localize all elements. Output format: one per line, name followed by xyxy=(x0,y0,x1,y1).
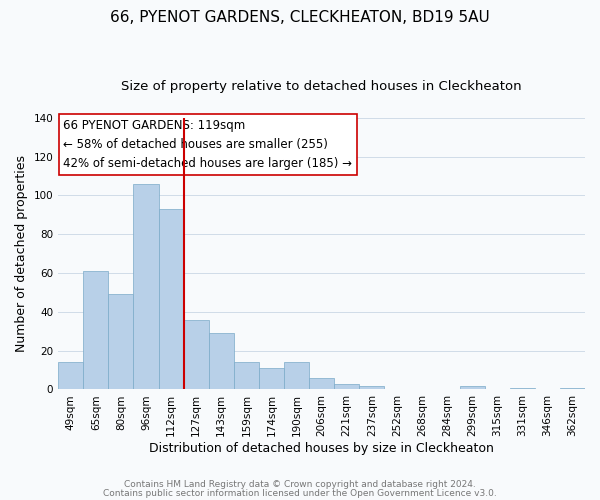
Bar xyxy=(83,271,109,390)
Bar xyxy=(359,386,385,390)
Bar xyxy=(58,362,83,390)
Bar xyxy=(133,184,158,390)
Bar xyxy=(309,378,334,390)
Bar xyxy=(184,320,209,390)
Bar xyxy=(234,362,259,390)
Y-axis label: Number of detached properties: Number of detached properties xyxy=(15,155,28,352)
Text: Contains public sector information licensed under the Open Government Licence v3: Contains public sector information licen… xyxy=(103,489,497,498)
Text: 66, PYENOT GARDENS, CLECKHEATON, BD19 5AU: 66, PYENOT GARDENS, CLECKHEATON, BD19 5A… xyxy=(110,10,490,25)
Bar xyxy=(334,384,359,390)
Text: Contains HM Land Registry data © Crown copyright and database right 2024.: Contains HM Land Registry data © Crown c… xyxy=(124,480,476,489)
Title: Size of property relative to detached houses in Cleckheaton: Size of property relative to detached ho… xyxy=(121,80,522,93)
Bar xyxy=(510,388,535,390)
Bar xyxy=(158,209,184,390)
X-axis label: Distribution of detached houses by size in Cleckheaton: Distribution of detached houses by size … xyxy=(149,442,494,455)
Bar xyxy=(209,333,234,390)
Bar xyxy=(259,368,284,390)
Bar xyxy=(109,294,133,390)
Bar xyxy=(284,362,309,390)
Bar xyxy=(460,386,485,390)
Bar xyxy=(560,388,585,390)
Text: 66 PYENOT GARDENS: 119sqm
← 58% of detached houses are smaller (255)
42% of semi: 66 PYENOT GARDENS: 119sqm ← 58% of detac… xyxy=(64,119,352,170)
